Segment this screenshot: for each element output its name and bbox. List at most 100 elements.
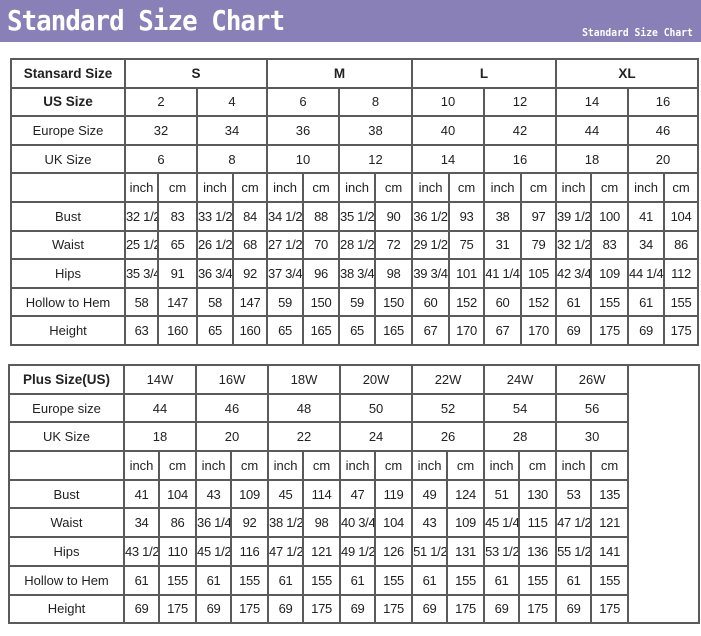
size-value: 30 (555, 421, 630, 453)
measurement-value: 31 (483, 229, 523, 261)
size-group-header: S (123, 58, 269, 89)
measurement-label: Hollow to Hem (10, 286, 126, 318)
measurement-value: 155 (157, 564, 198, 596)
row-label: US Size (10, 86, 126, 118)
measurement-value: 51 1/2 (411, 536, 449, 567)
measurement-value: 98 (374, 258, 414, 289)
size-value: 8 (195, 143, 269, 175)
measurement-value: 40 3/4 (339, 507, 377, 539)
measurement-value: 93 (448, 200, 486, 232)
measurement-value: 90 (374, 200, 414, 232)
size-value: 14W (122, 364, 198, 395)
size-value: 34 (195, 115, 269, 146)
measurement-value: 121 (590, 507, 630, 539)
measurement-value: 38 1/2 (267, 507, 305, 539)
size-value: 28 (483, 421, 558, 453)
measurement-label: Hips (8, 536, 125, 567)
measurement-value: 119 (374, 478, 414, 510)
measurement-value: 175 (374, 593, 414, 625)
size-group-header: XL (555, 58, 700, 89)
measurement-value: 58 (124, 286, 159, 318)
measurement-value: 114 (302, 478, 342, 510)
measurement-value: 47 1/2 (267, 536, 305, 567)
unit-cm: cm (231, 172, 269, 203)
size-value: 40 (411, 115, 486, 146)
measurement-value: 38 (483, 200, 523, 232)
unit-cm: cm (302, 450, 342, 481)
measurement-value: 175 (518, 593, 558, 625)
size-value: 16 (627, 86, 700, 118)
size-value: 44 (122, 392, 198, 424)
empty-cell (10, 172, 126, 203)
measurement-value: 155 (302, 564, 342, 596)
measurement-value: 155 (590, 286, 630, 318)
measurement-value: 92 (230, 507, 270, 539)
measurement-value: 147 (231, 286, 269, 318)
size-value: 50 (339, 392, 414, 424)
measurement-value: 69 (339, 593, 377, 625)
size-value: 14 (555, 86, 630, 118)
measurement-value: 36 1/2 (411, 200, 451, 232)
measurement-value: 61 (483, 564, 521, 596)
measurement-value: 141 (590, 536, 630, 567)
measurement-value: 67 (483, 315, 523, 346)
measurement-value: 61 (555, 286, 593, 318)
empty-cell (8, 450, 125, 481)
measurement-value: 160 (231, 315, 269, 346)
measurement-value: 58 (196, 286, 234, 318)
size-value: 6 (266, 86, 341, 118)
unit-inch: inch (411, 450, 449, 481)
unit-cm: cm (446, 450, 486, 481)
measurement-value: 68 (231, 229, 269, 261)
measurement-value: 100 (590, 200, 630, 232)
size-value: 18W (267, 364, 342, 395)
size-value: 18 (122, 421, 198, 453)
measurement-value: 61 (411, 564, 449, 596)
unit-cm: cm (230, 450, 270, 481)
measurement-value: 43 (411, 507, 449, 539)
measurement-value: 136 (518, 536, 558, 567)
size-value: 20 (195, 421, 270, 453)
measurement-value: 69 (411, 593, 449, 625)
size-value: 6 (124, 143, 198, 175)
measurement-value: 32 1/2 (124, 200, 159, 232)
measurement-value: 65 (157, 229, 198, 261)
unit-cm: cm (590, 450, 630, 481)
measurement-value: 150 (374, 286, 414, 318)
measurement-value: 101 (448, 258, 486, 289)
measurement-value: 65 (266, 315, 305, 346)
measurement-value: 70 (302, 229, 341, 261)
measurement-value: 63 (124, 315, 159, 346)
measurement-label: Height (8, 593, 125, 625)
measurement-value: 69 (195, 593, 233, 625)
measurement-value: 104 (374, 507, 414, 539)
measurement-value: 175 (590, 315, 630, 346)
measurement-value: 97 (520, 200, 558, 232)
unit-inch: inch (483, 450, 521, 481)
size-value: 8 (338, 86, 414, 118)
measurement-value: 105 (520, 258, 558, 289)
measurement-value: 155 (518, 564, 558, 596)
measurement-value: 41 1/4 (483, 258, 523, 289)
size-value: 16W (195, 364, 270, 395)
unit-cm: cm (520, 172, 558, 203)
measurement-value: 44 1/4 (627, 258, 666, 289)
measurement-value: 175 (157, 593, 198, 625)
unit-inch: inch (627, 172, 666, 203)
measurement-value: 61 (339, 564, 377, 596)
size-value: 48 (267, 392, 342, 424)
measurement-value: 155 (230, 564, 270, 596)
measurement-value: 152 (448, 286, 486, 318)
measurement-value: 29 1/2 (411, 229, 451, 261)
uk-size-row: UK Size 6 8 10 12 14 16 18 20 (10, 143, 700, 175)
row-label: UK Size (10, 143, 126, 175)
unit-inch: inch (196, 172, 234, 203)
measurement-label: Height (10, 315, 126, 346)
row-header-label: Stansard Size (10, 58, 126, 89)
measurement-value: 65 (338, 315, 377, 346)
size-value: 10 (266, 143, 341, 175)
size-value: 20W (339, 364, 414, 395)
measurement-value: 37 3/4 (266, 258, 305, 289)
measurement-value: 35 3/4 (124, 258, 159, 289)
size-group-header: L (411, 58, 558, 89)
